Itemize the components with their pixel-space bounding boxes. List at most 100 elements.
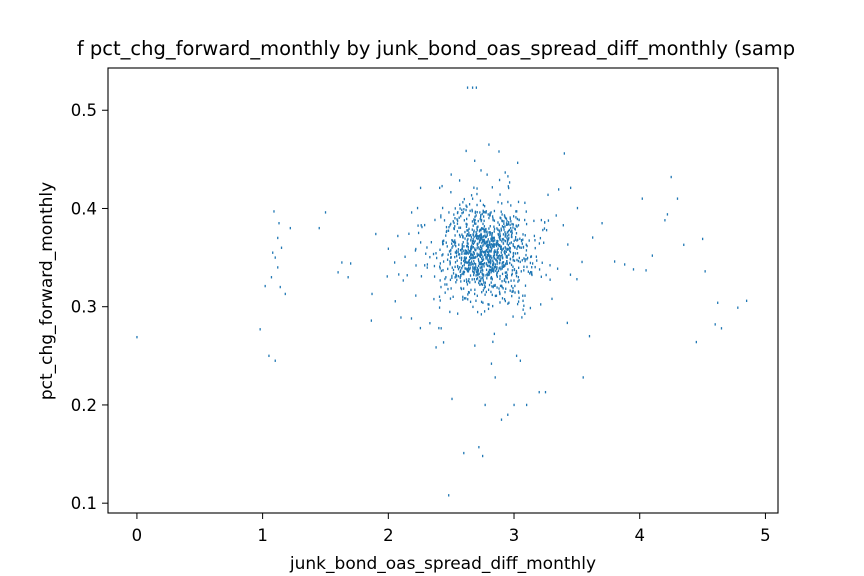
scatter-point — [480, 278, 482, 281]
scatter-point — [466, 251, 468, 255]
scatter-point — [465, 249, 468, 253]
scatter-point — [272, 251, 274, 254]
scatter-point — [501, 265, 503, 268]
scatter-point — [474, 215, 476, 219]
scatter-point — [472, 263, 474, 266]
scatter-point — [509, 247, 511, 250]
scatter-point — [485, 263, 488, 266]
scatter-point — [471, 246, 473, 249]
scatter-point — [512, 315, 514, 318]
scatter-point — [507, 230, 510, 233]
scatter-point — [274, 359, 276, 362]
scatter-point — [504, 235, 506, 238]
scatter-point — [479, 266, 481, 269]
scatter-point — [645, 269, 647, 272]
scatter-point — [666, 213, 669, 216]
scatter-point — [468, 268, 470, 272]
scatter-point — [415, 294, 417, 297]
scatter-point — [507, 268, 509, 271]
scatter-point — [576, 278, 578, 281]
scatter-point — [495, 267, 498, 271]
scatter-point — [481, 250, 483, 253]
scatter-point — [468, 261, 470, 264]
scatter-point — [480, 234, 482, 237]
scatter-point — [463, 219, 466, 222]
scatter-point — [494, 239, 496, 242]
scatter-point — [460, 214, 462, 218]
scatter-point — [499, 301, 501, 304]
scatter-point — [483, 204, 486, 208]
scatter-point — [477, 242, 479, 245]
scatter-point — [462, 295, 464, 299]
scatter-point — [434, 218, 436, 222]
scatter-point — [455, 249, 458, 253]
scatter-point — [516, 239, 518, 242]
scatter-point — [512, 226, 514, 229]
scatter-point — [494, 294, 497, 298]
scatter-point — [480, 219, 482, 223]
scatter-point — [512, 244, 514, 248]
scatter-point — [477, 253, 480, 256]
scatter-point — [510, 235, 513, 238]
scatter-point — [524, 258, 526, 261]
scatter-point — [448, 494, 450, 497]
scatter-point — [522, 294, 524, 297]
scatter-point — [467, 234, 469, 237]
plot-frame — [107, 67, 779, 514]
scatter-point — [476, 294, 478, 298]
scatter-point — [508, 186, 510, 190]
scatter-point — [491, 238, 493, 241]
scatter-point — [463, 297, 466, 300]
scatter-point — [279, 285, 281, 289]
scatter-point — [576, 206, 579, 210]
scatter-point — [486, 272, 488, 276]
scatter-point — [488, 264, 491, 268]
scatter-point — [449, 297, 452, 300]
scatter-point — [512, 289, 514, 293]
scatter-point — [481, 241, 483, 245]
scatter-point — [543, 227, 546, 230]
scatter-point — [497, 247, 499, 250]
scatter-point — [500, 210, 502, 213]
scatter-point — [505, 271, 508, 274]
scatter-point — [476, 273, 478, 276]
scatter-point — [470, 245, 472, 249]
scatter-point — [493, 284, 495, 287]
scatter-point — [544, 390, 547, 394]
scatter-point — [468, 278, 470, 281]
scatter-point — [521, 242, 523, 245]
scatter-point — [443, 219, 446, 222]
scatter-point — [491, 266, 493, 269]
scatter-point — [463, 252, 465, 255]
scatter-point — [467, 248, 469, 251]
scatter-point — [518, 244, 520, 248]
scatter-point — [481, 257, 483, 260]
scatter-point — [506, 262, 508, 265]
scatter-point — [510, 241, 512, 244]
scatter-point — [475, 299, 477, 302]
scatter-point — [534, 246, 536, 250]
scatter-point — [491, 268, 493, 271]
scatter-point — [529, 261, 532, 265]
scatter-point — [476, 227, 478, 230]
scatter-point — [432, 252, 435, 256]
scatter-point — [567, 243, 569, 246]
scatter-point — [529, 306, 532, 310]
scatter-point — [485, 268, 488, 272]
scatter-point — [664, 219, 666, 222]
scatter-point — [471, 278, 473, 281]
scatter-point — [484, 210, 486, 214]
scatter-point — [453, 213, 455, 216]
scatter-point — [463, 249, 465, 252]
scatter-point — [441, 254, 443, 257]
scatter-point — [458, 243, 460, 246]
scatter-point — [504, 171, 506, 174]
scatter-point — [473, 235, 475, 239]
scatter-point — [476, 242, 478, 246]
scatter-point — [482, 250, 485, 254]
scatter-point — [516, 217, 518, 221]
scatter-point — [426, 266, 428, 269]
scatter-point — [476, 266, 479, 270]
scatter-point — [484, 284, 486, 287]
scatter-point — [566, 321, 568, 325]
